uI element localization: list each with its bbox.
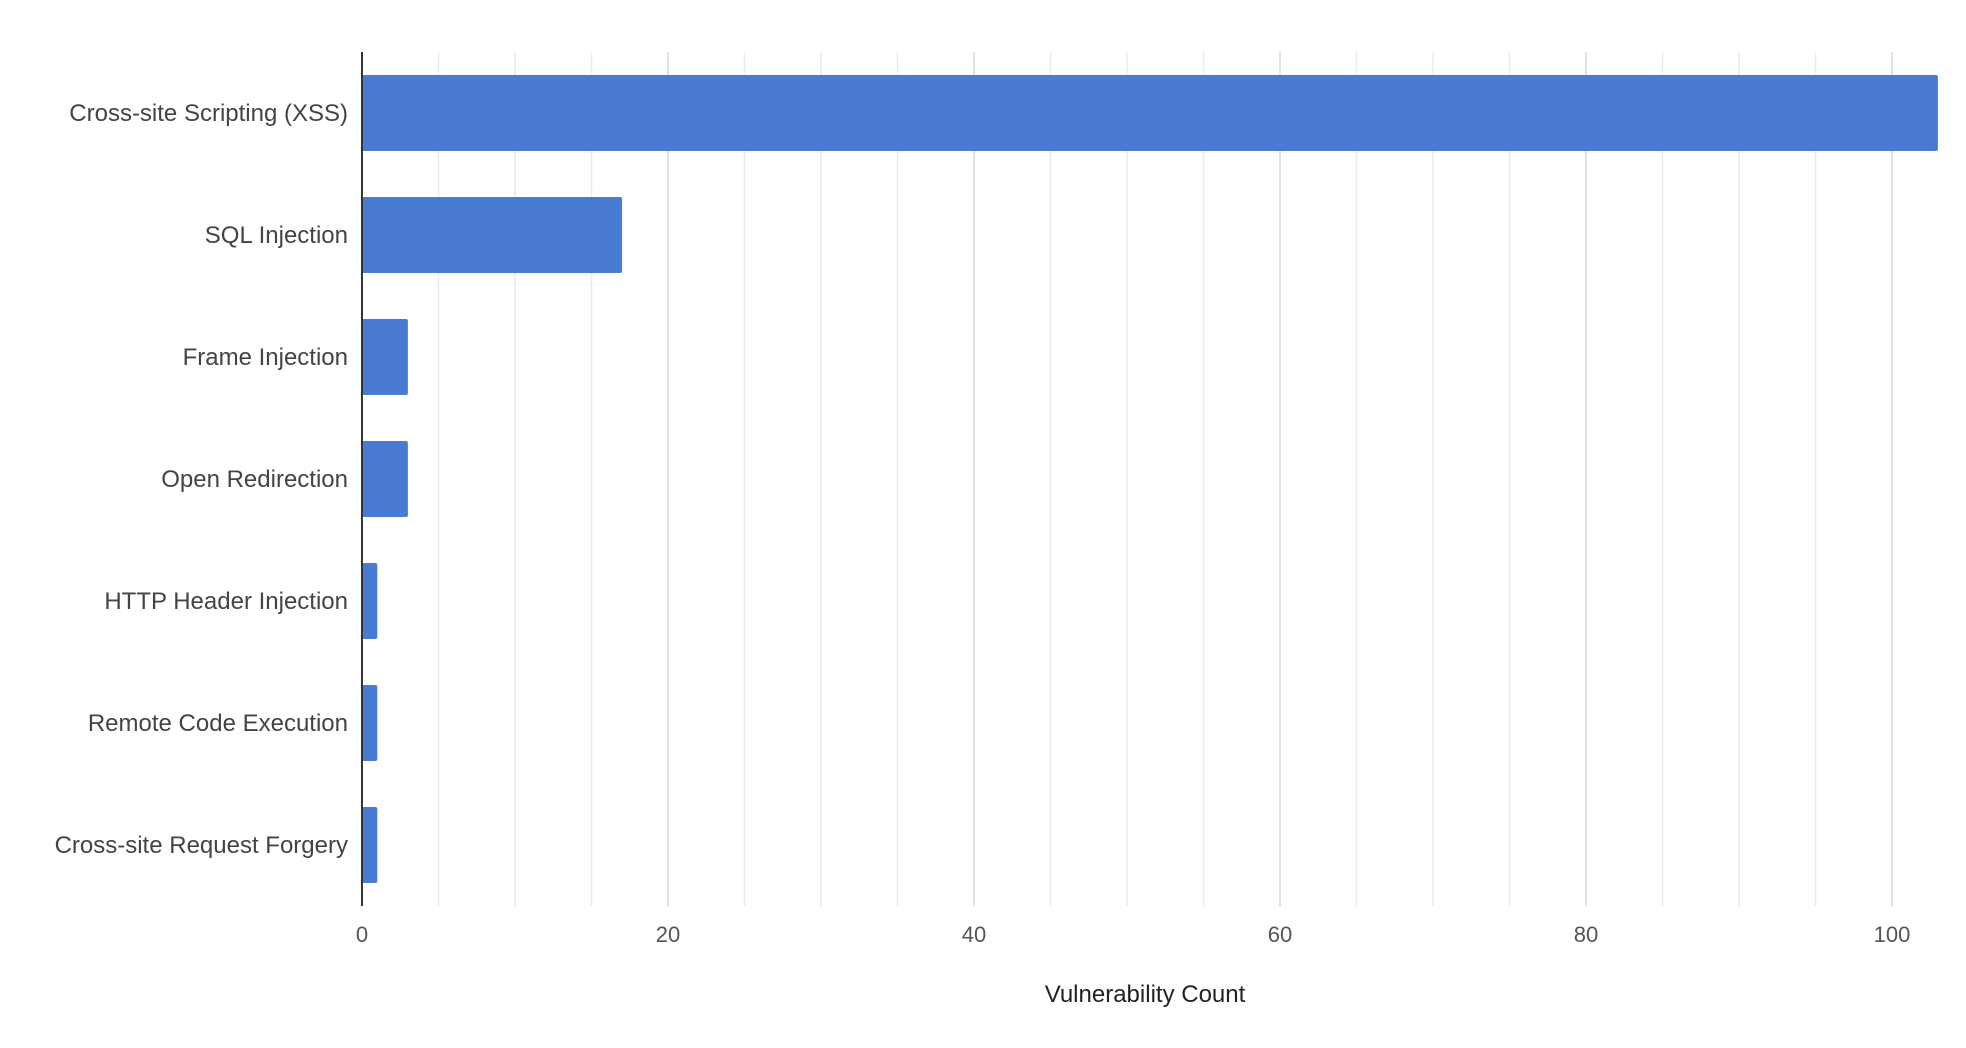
category-label: Frame Injection (183, 344, 348, 371)
category-label: SQL Injection (205, 222, 348, 249)
category-label: HTTP Header Injection (104, 588, 348, 615)
bar (362, 197, 623, 273)
x-tick-label: 40 (962, 922, 986, 947)
x-tick-label: 60 (1268, 922, 1292, 947)
category-label: Cross-site Scripting (XSS) (69, 100, 348, 127)
bar (362, 807, 378, 883)
bar (362, 441, 408, 517)
gridlines (437, 52, 1893, 906)
bar (362, 75, 1938, 151)
bar (362, 685, 378, 761)
x-tick-label: 100 (1874, 922, 1911, 947)
category-label: Open Redirection (161, 466, 348, 493)
category-label: Remote Code Execution (88, 710, 348, 737)
category-labels: Cross-site Scripting (XSS) SQL Injection F… (55, 100, 348, 859)
bar (362, 319, 408, 395)
x-tick-label: 20 (656, 922, 680, 947)
x-tick-label: 80 (1574, 922, 1598, 947)
bars (362, 75, 1938, 883)
bar (362, 563, 378, 639)
x-axis-ticks: 0 20 40 60 80 100 (356, 922, 1910, 947)
category-label: Cross-site Request Forgery (55, 832, 348, 859)
x-tick-label: 0 (356, 922, 368, 947)
x-axis-title: Vulnerability Count (1045, 981, 1246, 1008)
